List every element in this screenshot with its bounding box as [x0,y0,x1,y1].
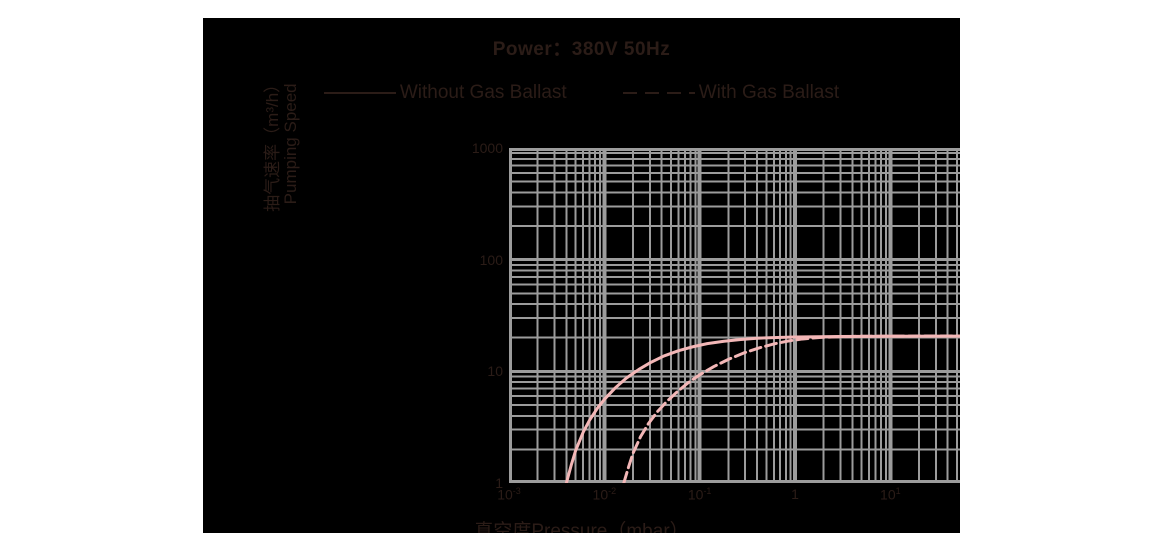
legend-item-without-gas-ballast: Without Gas Ballast [323,82,567,104]
chart-legend: Without Gas Ballast With Gas Ballast [203,82,960,104]
y-axis-title-cn: 抽气速率（m³/h） [263,75,283,212]
y-tick-label: 1000 [471,140,503,156]
plot-area [509,148,960,483]
x-tick-label: 1 [791,486,799,502]
plot-svg [509,148,960,483]
legend-label-without-gas-ballast: Without Gas Ballast [399,82,567,103]
y-axis-title-en: Pumping Speed [281,83,300,205]
x-tick-label: 10-3 [497,486,521,503]
x-tick-label: 10-2 [592,486,617,503]
legend-line-solid-icon [323,83,396,103]
y-tick-label: 10 [487,363,503,380]
y-axis-tick-labels: 1000 100 10 1 [451,140,503,491]
x-tick-label: 10-1 [687,486,712,503]
y-axis-title: 抽气速率（m³/h） Pumping Speed [263,18,300,309]
legend-label-with-gas-ballast: With Gas Ballast [698,82,840,103]
chart-plate: Power：380V 50Hz Without Gas Ballast With… [203,18,960,533]
x-tick-label: 101 [880,486,901,503]
x-axis-tick-labels: 10-310-210-11101102103 [497,486,960,510]
legend-item-with-gas-ballast: With Gas Ballast [622,82,840,104]
y-tick-label: 100 [479,251,503,268]
x-axis-title: 真空度Pressure（mbar） [474,521,689,533]
chart-title: Power：380V 50Hz [492,39,671,60]
legend-line-dashed-icon [622,83,695,103]
y-tick-label: 1 [495,475,503,491]
